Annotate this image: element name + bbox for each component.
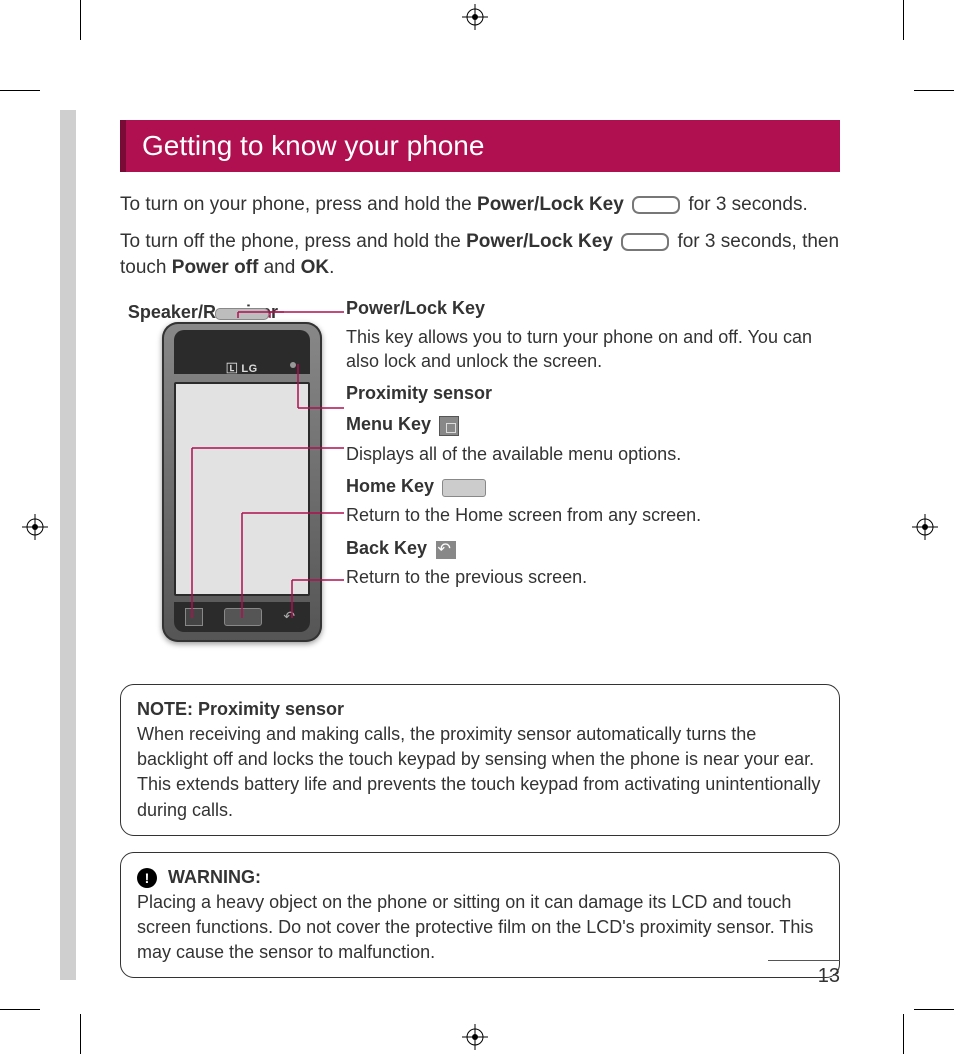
callout-label: Menu Key [346,414,431,435]
home-key-icon [442,479,486,497]
crop-mark [903,0,904,40]
note-body: When receiving and making calls, the pro… [137,722,823,823]
crop-mark [0,1009,40,1010]
registration-mark-icon [22,514,48,540]
text: for 3 seconds. [683,194,808,215]
callout-label: Home Key [346,476,434,497]
registration-mark-icon [462,4,488,30]
home-key-icon [224,608,262,626]
page-number: 13 [120,960,840,988]
callout-home-key: Home Key Return to the Home screen from … [346,476,846,527]
crop-mark [80,1014,81,1054]
power-off-label: Power off [172,257,259,278]
power-lock-key-icon [621,233,669,251]
section-title: Getting to know your phone [120,120,840,172]
crop-mark [0,90,40,91]
crop-mark [903,1014,904,1054]
registration-mark-icon [462,1024,488,1050]
power-lock-key-icon [632,196,680,214]
warning-heading: WARNING: [168,867,261,887]
ok-label: OK [301,257,330,278]
callout-label: Power/Lock Key [346,298,485,319]
callout-label: Back Key [346,538,427,559]
menu-key-icon [439,416,459,436]
crop-mark [914,90,954,91]
phone-diagram: Speaker/Receiver 🄻 LG ↶ [120,298,840,668]
callout-proximity-sensor: Proximity sensor [346,383,846,404]
menu-key-icon [185,608,203,626]
back-key-icon: ↶ [283,609,299,625]
power-lock-key-label: Power/Lock Key [466,231,613,252]
callout-desc: Return to the previous screen. [346,565,846,589]
registration-mark-icon [912,514,938,540]
text: To turn on your phone, press and hold th… [120,194,477,215]
callout-menu-key: Menu Key Displays all of the available m… [346,414,846,466]
callout-desc: Displays all of the available menu optio… [346,442,846,466]
warning-body: Placing a heavy object on the phone or s… [137,890,823,966]
phone-illustration: 🄻 LG ↶ [162,322,322,642]
phone-screen [174,382,310,596]
text: To turn off the phone, press and hold th… [120,231,466,252]
crop-mark [80,0,81,40]
proximity-sensor-dot-icon [290,362,296,368]
power-lock-key-label: Power/Lock Key [477,194,624,215]
note-box: NOTE: Proximity sensor When receiving an… [120,684,840,836]
callout-label: Proximity sensor [346,383,492,404]
back-key-icon [436,541,456,559]
callout-power-lock-key: Power/Lock Key This key allows you to tu… [346,298,846,374]
callout-back-key: Back Key Return to the previous screen. [346,538,846,589]
callout-desc: This key allows you to turn your phone o… [346,325,846,374]
text: and [258,257,300,278]
page-number-value: 13 [818,965,840,987]
warning-icon: ! [137,868,157,888]
callout-desc: Return to the Home screen from any scree… [346,503,846,527]
speaker-slot-icon [215,308,269,320]
intro-line-1: To turn on your phone, press and hold th… [120,192,840,219]
phone-navbar: ↶ [174,602,310,632]
text: . [329,257,334,278]
note-heading: NOTE: Proximity sensor [137,697,823,722]
phone-logo: 🄻 LG [226,360,257,376]
crop-mark [914,1009,954,1010]
page-edge-tab [60,110,76,980]
intro-line-2: To turn off the phone, press and hold th… [120,229,840,282]
